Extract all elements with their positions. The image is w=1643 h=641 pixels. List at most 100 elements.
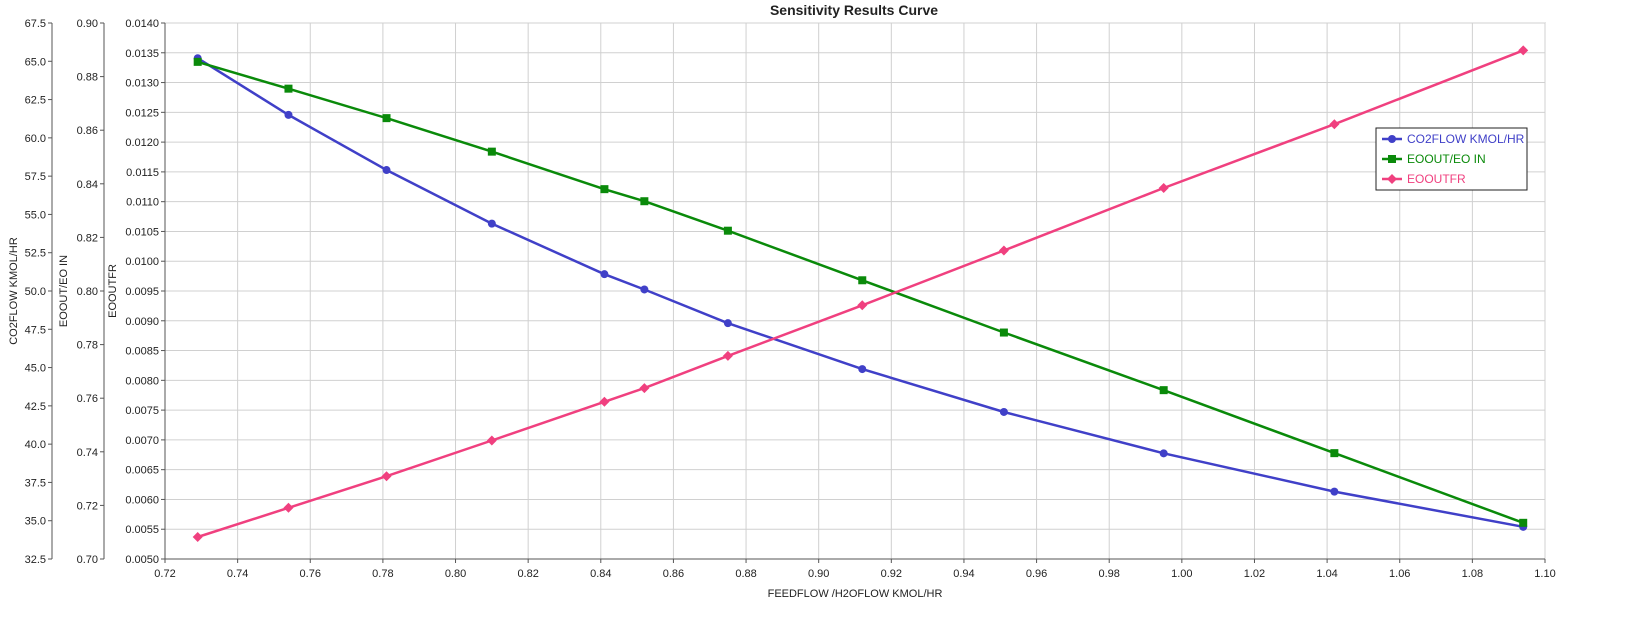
- y-tick-label: 0.0085: [125, 346, 159, 358]
- y-tick-label: 0.0110: [126, 197, 159, 209]
- x-tick-label: 0.82: [517, 568, 538, 580]
- x-tick-label: 0.84: [590, 568, 611, 580]
- legend-marker: [1388, 135, 1396, 143]
- y-tick-label: 0.0130: [125, 78, 159, 90]
- y-tick-label: 0.88: [77, 72, 98, 84]
- y-tick-label: 0.0140: [125, 18, 159, 30]
- x-tick-label: 0.74: [227, 568, 248, 580]
- y-tick-label: 0.0080: [125, 375, 159, 387]
- y-tick-label: 40.0: [25, 439, 46, 451]
- chart-title: Sensitivity Results Curve: [770, 2, 938, 18]
- series-line-eooutfr: [197, 49, 1524, 539]
- y-tick-label: 0.72: [77, 500, 98, 512]
- grid: [164, 22, 1546, 560]
- data-point-eooutfr: [599, 396, 610, 407]
- y-tick-label: 0.0135: [125, 48, 159, 60]
- x-tick-label: 0.72: [154, 568, 175, 580]
- y-tick-label: 0.0070: [125, 435, 159, 447]
- y-tick-label: 0.78: [77, 340, 98, 352]
- y-tick-label: 55.0: [25, 209, 46, 221]
- x-tick-label: 0.78: [372, 568, 393, 580]
- y-tick-label: 0.0090: [125, 316, 159, 328]
- data-point-eoratio: [640, 197, 649, 206]
- data-point-eooutfr: [722, 350, 733, 361]
- data-point-eoratio: [284, 84, 293, 93]
- data-point-eoratio: [1330, 449, 1339, 458]
- x-tick-label: 1.10: [1534, 568, 1555, 580]
- y-tick-label: 0.86: [77, 125, 98, 137]
- x-tick-label: 0.96: [1026, 568, 1047, 580]
- legend-label: CO2FLOW KMOL/HR: [1407, 132, 1525, 146]
- y-tick-label: 67.5: [25, 18, 46, 30]
- data-point-co2: [284, 110, 293, 119]
- data-point-eooutfr: [1158, 182, 1169, 193]
- y-tick-label: 47.5: [25, 324, 46, 336]
- y-tick-label: 0.0060: [125, 494, 159, 506]
- x-tick-label: 0.88: [735, 568, 756, 580]
- y-tick-label: 0.0100: [125, 256, 159, 268]
- y-tick-label: 0.0050: [125, 554, 159, 566]
- data-point-eoratio: [600, 185, 609, 194]
- y-tick-label: 0.74: [77, 447, 98, 459]
- data-point-eoratio: [858, 276, 867, 285]
- y-tick-label: 57.5: [25, 171, 46, 183]
- y-tick-label: 0.0125: [125, 107, 159, 119]
- y-tick-label: 62.5: [25, 95, 46, 107]
- y-tick-label: 0.0095: [125, 286, 159, 298]
- data-point-eooutfr: [857, 300, 868, 311]
- data-point-co2: [640, 285, 649, 294]
- data-point-eoratio: [999, 328, 1008, 337]
- y-tick-label: 37.5: [25, 477, 46, 489]
- x-tick-label: 1.08: [1462, 568, 1483, 580]
- y-tick-label: 0.76: [77, 393, 98, 405]
- legend-label: EOOUT/EO IN: [1407, 152, 1486, 166]
- y-tick-label: 65.0: [25, 56, 46, 68]
- y-tick-label: 32.5: [25, 554, 46, 566]
- data-point-eooutfr: [283, 502, 294, 513]
- y-tick-label: 42.5: [25, 401, 46, 413]
- x-tick-label: 1.06: [1389, 568, 1410, 580]
- data-point-eooutfr: [1329, 119, 1340, 130]
- x-axis-label: FEEDFLOW /H2OFLOW KMOL/HR: [768, 588, 943, 600]
- data-point-co2: [600, 270, 609, 279]
- y-tick-label: 0.84: [77, 179, 98, 191]
- y-tick-label: 0.90: [77, 18, 98, 30]
- data-point-co2: [382, 166, 391, 175]
- y-axis-label-eooutfr: EOOUTFR: [107, 264, 119, 318]
- y-tick-label: 50.0: [25, 286, 46, 298]
- x-tick-label: 1.00: [1171, 568, 1192, 580]
- legend-marker: [1387, 174, 1397, 184]
- y-axis-label-eoratio: EOOUT/EO IN: [58, 255, 70, 327]
- data-point-eoratio: [487, 147, 496, 156]
- x-tick-label: 1.04: [1316, 568, 1337, 580]
- legend-label: EOOUTFR: [1407, 172, 1466, 186]
- data-point-eoratio: [382, 114, 391, 123]
- data-point-eooutfr: [192, 531, 203, 542]
- x-tick-label: 0.98: [1098, 568, 1119, 580]
- y-tick-label: 60.0: [25, 133, 46, 145]
- data-point-co2: [858, 365, 867, 374]
- x-tick-label: 1.02: [1244, 568, 1265, 580]
- y-tick-label: 0.0120: [125, 137, 159, 149]
- data-point-eoratio: [193, 57, 202, 66]
- data-point-co2: [1330, 487, 1339, 496]
- y-tick-label: 0.82: [77, 232, 98, 244]
- series-line-eoratio: [197, 60, 1524, 524]
- y-tick-label: 0.0115: [126, 167, 159, 179]
- legend-marker: [1388, 155, 1396, 163]
- data-point-eooutfr: [1518, 45, 1529, 56]
- x-tick-label: 0.92: [881, 568, 902, 580]
- y-tick-label: 0.0075: [125, 405, 159, 417]
- axes: 0.72 0.74 0.76 0.78 0.80 0.82 0.84 0.86 0.88 0.90…: [8, 18, 1556, 600]
- legend: CO2FLOW KMOL/HR EOOUT/EO IN EOOUTFR: [1375, 127, 1528, 191]
- data-point-eoratio: [1519, 518, 1528, 527]
- series-layer: [192, 45, 1529, 542]
- data-point-eooutfr: [486, 435, 497, 446]
- data-point-eooutfr: [639, 383, 650, 394]
- data-point-eooutfr: [998, 245, 1009, 256]
- y-tick-label: 45.0: [25, 363, 46, 375]
- x-tick-label: 0.94: [953, 568, 974, 580]
- data-point-eoratio: [1159, 386, 1168, 395]
- x-tick-label: 0.90: [808, 568, 829, 580]
